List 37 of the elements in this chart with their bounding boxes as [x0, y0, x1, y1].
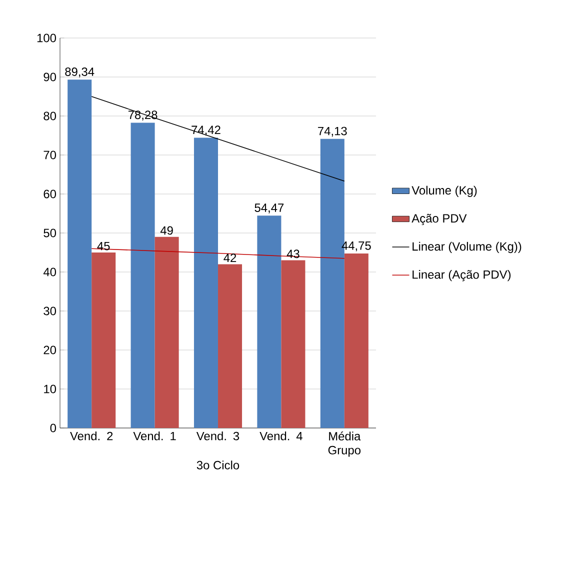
- bar: [92, 252, 116, 428]
- y-tick-label: 50: [44, 228, 56, 238]
- x-tick-label: Média Grupo: [328, 432, 361, 457]
- y-tick-label: 60: [44, 190, 56, 198]
- data-label: 89,34: [65, 67, 94, 78]
- bar: [68, 80, 92, 428]
- bar: [194, 138, 218, 428]
- data-label: 74,42: [192, 126, 220, 136]
- data-label: 49: [160, 226, 173, 235]
- x-tick-label: Vend. 3: [196, 432, 240, 440]
- bar: [218, 264, 242, 428]
- legend-label: Ação PDV: [412, 214, 467, 226]
- bar: [154, 236, 179, 428]
- y-tick-label: 100: [37, 34, 56, 42]
- y-tick-label: 10: [44, 384, 56, 394]
- bar: [344, 253, 368, 428]
- legend-label: Linear (Volume (Kg)): [412, 242, 522, 254]
- y-tick-label: 0: [50, 424, 56, 432]
- data-label: 54,47: [254, 204, 284, 214]
- y-tick-label: 90: [44, 72, 56, 82]
- x-tick-label: Vend. 1: [133, 432, 176, 440]
- x-tick-label: Vend. 2: [70, 432, 113, 440]
- data-label: 42: [224, 254, 236, 262]
- data-label: 74,13: [318, 126, 347, 137]
- legend-label: Linear (Ação PDV): [412, 270, 511, 282]
- bar: [257, 216, 282, 428]
- legend-label: Volume (Kg): [412, 186, 477, 197]
- y-tick-label: 40: [43, 268, 56, 276]
- bar: [281, 260, 306, 428]
- bar: [130, 122, 155, 428]
- x-tick-label: Vend. 4: [260, 432, 302, 440]
- y-tick-label: 80: [44, 112, 56, 120]
- y-tick-label: 30: [44, 306, 56, 316]
- y-tick-label: 20: [44, 346, 56, 354]
- y-tick-label: 70: [44, 150, 56, 160]
- text: 3o Ciclo: [196, 460, 240, 470]
- data-label: 45: [97, 242, 110, 250]
